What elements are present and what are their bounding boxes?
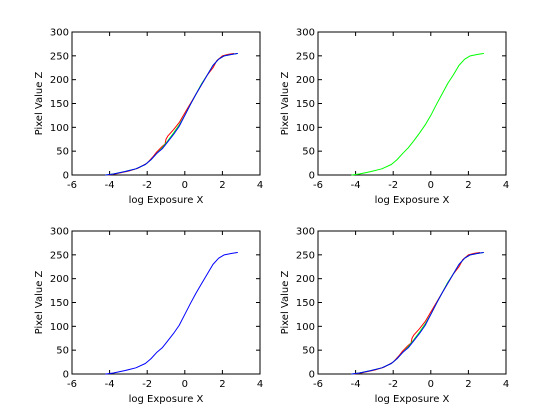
x-tick-label: 0 (182, 180, 188, 191)
x-tick-label: 0 (182, 379, 188, 390)
y-tick-label: 50 (56, 147, 69, 158)
x-tick-label: -6 (67, 180, 77, 191)
x-tick-label: 4 (503, 379, 509, 390)
x-axis-label: log Exposure X (375, 195, 450, 206)
y-tick-label: 300 (296, 28, 315, 39)
series-line-3 (351, 251, 484, 375)
y-tick-label: 100 (296, 123, 315, 134)
x-tick-label: 0 (428, 180, 434, 191)
y-tick-label: 200 (50, 274, 69, 285)
y-tick-label: 300 (296, 227, 315, 238)
x-axis-label: log Exposure X (375, 394, 450, 405)
y-tick-label: 200 (50, 75, 69, 86)
y-tick-label: 150 (296, 99, 315, 110)
plot-area (71, 31, 261, 176)
x-axis-label: log Exposure X (129, 394, 204, 405)
x-tick-label: -6 (313, 180, 323, 191)
y-tick-label: 100 (50, 123, 69, 134)
x-tick-label: -4 (351, 180, 361, 191)
x-tick-label: -6 (313, 379, 323, 390)
x-axis-label: log Exposure X (129, 195, 204, 206)
x-tick-label: -4 (351, 379, 361, 390)
y-axis-label: Pixel Value Z (280, 71, 291, 135)
y-tick-label: 50 (302, 147, 315, 158)
x-tick-label: 4 (503, 180, 509, 191)
x-tick-label: -6 (67, 379, 77, 390)
x-tick-label: 2 (465, 180, 471, 191)
y-axis-label: Pixel Value Z (34, 270, 45, 334)
y-tick-label: 200 (296, 274, 315, 285)
x-tick-label: 0 (428, 379, 434, 390)
x-tick-label: -2 (388, 180, 398, 191)
plot-area (317, 31, 507, 176)
y-tick-label: 250 (296, 51, 315, 62)
x-tick-label: 2 (219, 180, 225, 191)
y-tick-label: 50 (56, 346, 69, 357)
y-tick-label: 300 (50, 227, 69, 238)
y-axis-label: Pixel Value Z (280, 270, 291, 334)
y-tick-label: 200 (296, 75, 315, 86)
y-tick-label: 100 (296, 322, 315, 333)
x-tick-label: -2 (388, 379, 398, 390)
y-tick-label: 150 (296, 298, 315, 309)
chart-panel-4: -6 -4 -2 0 2 4 0 50 100 150 200 250 300 log Exposure … (280, 227, 509, 406)
x-tick-label: 2 (219, 379, 225, 390)
x-tick-label: -2 (142, 379, 152, 390)
y-axis-label: Pixel Value Z (34, 71, 45, 135)
chart-panel-3: -6 -4 -2 0 2 4 0 50 100 150 200 250 300 log Exposure … (34, 227, 263, 406)
y-tick-label: 0 (63, 171, 69, 182)
y-tick-label: 300 (50, 28, 69, 39)
y-tick-label: 50 (302, 346, 315, 357)
y-tick-label: 100 (50, 322, 69, 333)
y-tick-label: 250 (296, 250, 315, 261)
y-tick-label: 0 (309, 171, 315, 182)
y-tick-label: 150 (50, 298, 69, 309)
x-tick-label: 4 (257, 379, 263, 390)
y-tick-label: 250 (50, 51, 69, 62)
plot-area (71, 230, 261, 375)
x-tick-label: -4 (105, 180, 115, 191)
y-tick-label: 250 (50, 250, 69, 261)
y-tick-label: 150 (50, 99, 69, 110)
y-tick-label: 0 (309, 370, 315, 381)
x-tick-label: 4 (257, 180, 263, 191)
series-line-1 (105, 251, 238, 375)
x-tick-label: 2 (465, 379, 471, 390)
x-tick-label: -4 (105, 379, 115, 390)
x-tick-label: -2 (142, 180, 152, 191)
y-tick-label: 0 (63, 370, 69, 381)
plot-area (317, 230, 507, 375)
chart-panel-2: -6 -4 -2 0 2 4 0 50 100 150 200 250 300 log Exposure … (280, 28, 509, 207)
series-line-1 (351, 52, 484, 176)
series-line-3 (105, 52, 238, 176)
chart-panel-1: -6 -4 -2 0 2 4 0 50 100 150 200 250 300 log Exposure … (34, 28, 263, 207)
